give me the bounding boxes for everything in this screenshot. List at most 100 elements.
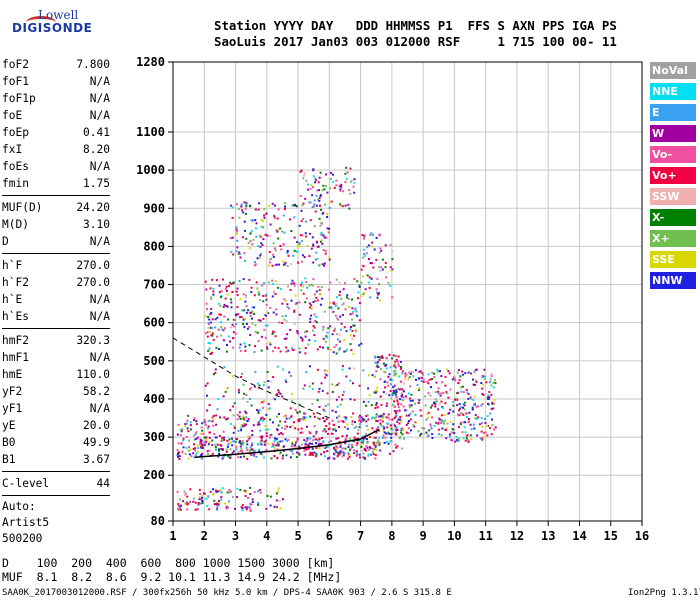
echo-point <box>348 453 351 456</box>
echo-point <box>379 419 382 421</box>
echo-point <box>358 285 361 288</box>
echo-point <box>286 306 289 309</box>
echo-point <box>403 437 406 440</box>
echo-point <box>438 421 441 424</box>
echo-point <box>333 428 336 431</box>
echo-point <box>246 449 249 451</box>
param-row: yF2 58.2 <box>2 383 110 400</box>
echo-point <box>395 389 398 392</box>
echo-point <box>211 332 214 335</box>
echo-point <box>218 453 221 455</box>
echo-point <box>427 416 430 419</box>
echo-point <box>213 499 216 502</box>
echo-point <box>239 417 242 420</box>
echo-point <box>419 409 422 412</box>
echo-point <box>281 395 284 398</box>
separator <box>2 495 110 496</box>
echo-point <box>245 237 248 240</box>
echo-point <box>352 310 355 313</box>
echo-point <box>366 438 368 441</box>
echo-point <box>368 446 371 449</box>
echo-point <box>244 318 247 320</box>
echo-point <box>340 204 343 207</box>
echo-point <box>358 344 361 347</box>
echo-point <box>323 369 326 372</box>
echo-point <box>388 394 391 397</box>
echo-point <box>205 302 208 305</box>
echo-point <box>220 326 223 329</box>
echo-point <box>397 363 400 366</box>
echo-point <box>458 414 461 417</box>
echo-point <box>236 287 239 290</box>
echo-point <box>394 424 397 427</box>
echo-point <box>320 231 323 234</box>
echo-point <box>251 243 254 246</box>
echo-point <box>282 449 285 452</box>
echo-point <box>429 424 432 427</box>
echo-point <box>211 439 214 442</box>
echo-point <box>319 303 322 306</box>
echo-point <box>327 457 329 460</box>
echo-point <box>220 296 222 298</box>
echo-point <box>472 423 475 426</box>
echo-point <box>351 337 354 340</box>
echo-point <box>250 230 253 233</box>
echo-point <box>391 418 394 421</box>
echo-point <box>285 350 288 353</box>
param-row: foF2 7.800 <box>2 56 110 73</box>
echo-point <box>274 438 277 441</box>
echo-point <box>487 397 489 400</box>
echo-point <box>313 313 316 316</box>
echo-point <box>322 440 325 443</box>
echo-point <box>317 181 320 184</box>
echo-point <box>245 490 247 492</box>
echo-point <box>366 246 369 249</box>
echo-point <box>276 448 279 451</box>
echo-point <box>326 445 329 448</box>
echo-point <box>408 371 411 374</box>
echo-point <box>335 179 338 182</box>
echo-point <box>371 427 374 430</box>
echo-point <box>242 278 245 281</box>
echo-point <box>249 446 252 449</box>
echo-point <box>467 440 470 443</box>
echo-point <box>211 334 214 337</box>
echo-point <box>342 190 344 193</box>
echo-point <box>250 286 253 289</box>
echo-point <box>492 381 495 384</box>
echo-point <box>444 429 447 432</box>
echo-point <box>223 303 226 306</box>
echo-point <box>490 408 493 411</box>
echo-point <box>212 338 215 341</box>
echo-point <box>177 423 180 426</box>
echo-point <box>303 172 306 175</box>
echo-point <box>376 419 379 422</box>
echo-point <box>258 488 261 491</box>
echo-point <box>309 451 312 454</box>
echo-point <box>349 192 352 195</box>
echo-point <box>339 188 342 191</box>
echo-point <box>389 284 391 287</box>
echo-point <box>332 301 335 304</box>
echo-point <box>344 204 347 207</box>
y-tick-label: 700 <box>143 278 165 292</box>
echo-point <box>247 418 250 421</box>
echo-point <box>396 429 399 431</box>
echo-point <box>268 251 271 253</box>
echo-point <box>327 428 330 431</box>
echo-point <box>298 410 301 413</box>
echo-point <box>319 171 322 174</box>
echo-point <box>286 425 288 428</box>
echo-point <box>195 438 198 440</box>
header-row2: SaoLuis 2017 Jan03 003 012000 RSF 1 715 … <box>214 34 617 49</box>
echo-point <box>296 437 299 440</box>
echo-point <box>331 409 334 412</box>
echo-point <box>249 509 252 512</box>
echo-point <box>350 326 352 328</box>
echo-point <box>280 248 283 251</box>
echo-point <box>348 367 351 370</box>
echo-point <box>372 266 375 269</box>
param-value: 20.0 <box>83 419 110 432</box>
echo-point <box>365 433 368 436</box>
echo-point <box>219 416 221 419</box>
